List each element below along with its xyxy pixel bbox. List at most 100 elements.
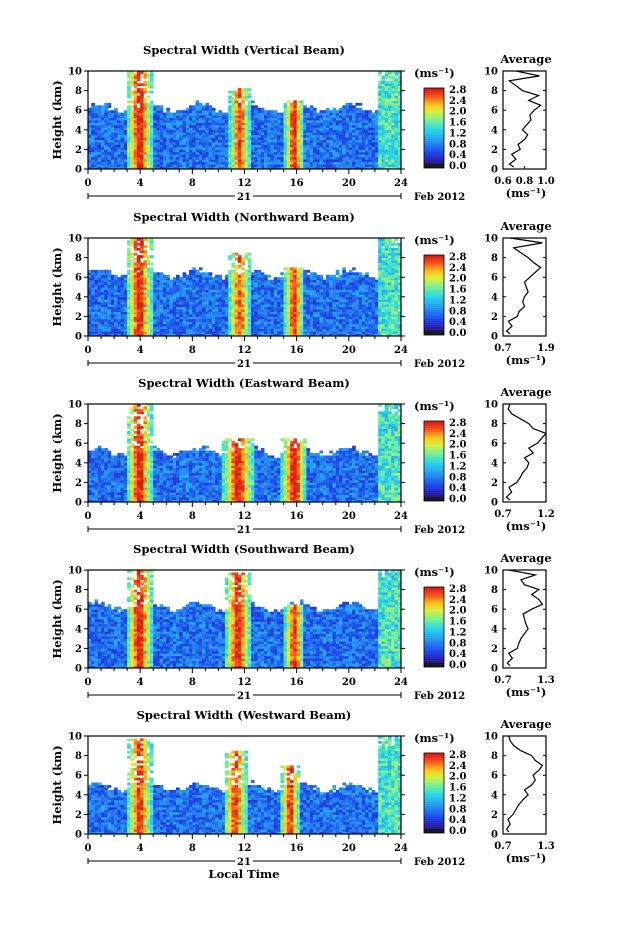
colorbar-tick-label: 2.4 [449, 429, 466, 440]
date-month-label: Feb 2012 [414, 691, 465, 702]
colorbar-tick-label: 0.0 [449, 328, 466, 339]
colorbar-tick-label: 1.6 [449, 617, 466, 628]
x-tick-label: 20 [342, 178, 356, 189]
y-tick-label: 10 [68, 67, 82, 78]
colorbar-tick-label: 0.4 [449, 815, 466, 826]
avg-x-tick-label: 1.9 [537, 343, 554, 354]
date-day-label: 21 [237, 525, 251, 536]
average-title: Average [499, 385, 551, 399]
panel-title: Spectral Width (Westward Beam) [137, 708, 352, 722]
y-tick-label: 4 [75, 292, 82, 303]
colorbar-unit: (ms⁻¹) [414, 731, 455, 745]
y-axis-label: Height (km) [50, 745, 64, 824]
panel-title: Spectral Width (Vertical Beam) [143, 43, 345, 57]
avg-x-tick-label: 0.8 [516, 176, 533, 187]
avg-y-tick-label: 4 [491, 125, 498, 136]
y-tick-label: 0 [75, 664, 82, 675]
y-tick-label: 0 [75, 830, 82, 841]
date-label-bg [235, 524, 253, 534]
y-tick-label: 8 [75, 86, 82, 97]
x-tick-label: 8 [189, 345, 196, 356]
avg-y-tick-label: 8 [491, 419, 498, 430]
bottom-xlabel: Local Time [209, 867, 280, 881]
avg-y-tick-label: 10 [484, 67, 498, 78]
colorbar-tick-label: 2.0 [449, 274, 466, 285]
colorbar-tick-label: 0.4 [449, 483, 466, 494]
avg-y-tick-label: 0 [491, 830, 498, 841]
y-axis-label: Height (km) [50, 80, 64, 159]
avg-y-tick-label: 10 [484, 566, 498, 577]
average-frame [502, 735, 547, 835]
x-tick-label: 0 [85, 677, 92, 688]
avg-y-tick-label: 2 [491, 145, 498, 156]
avg-x-tick-label: 0.7 [494, 509, 511, 520]
x-tick-label: 8 [189, 178, 196, 189]
average-profile-line [505, 403, 548, 501]
y-tick-label: 6 [75, 106, 82, 117]
panel-title: Spectral Width (Northward Beam) [133, 210, 355, 224]
colorbar-unit: (ms⁻¹) [414, 66, 455, 80]
y-tick-label: 4 [75, 790, 82, 801]
avg-y-tick-label: 0 [491, 165, 498, 176]
x-tick-label: 20 [342, 677, 356, 688]
average-profile-line [506, 569, 544, 667]
x-tick-label: 0 [85, 843, 92, 854]
average-title: Average [499, 219, 551, 233]
x-tick-label: 20 [342, 511, 356, 522]
x-tick-label: 24 [394, 178, 408, 189]
y-tick-label: 2 [75, 478, 82, 489]
avg-y-tick-label: 2 [491, 810, 498, 821]
y-tick-label: 10 [68, 732, 82, 743]
x-tick-label: 12 [238, 843, 252, 854]
date-month-label: Feb 2012 [414, 857, 465, 868]
date-day-label: 21 [237, 359, 251, 370]
avg-x-tick-label: 0.7 [494, 841, 511, 852]
y-tick-label: 0 [75, 332, 82, 343]
colorbar [423, 752, 445, 834]
y-tick-label: 2 [75, 145, 82, 156]
date-label-bg [235, 358, 253, 368]
x-tick-label: 12 [238, 677, 252, 688]
avg-x-tick-label: 1.2 [537, 509, 554, 520]
y-tick-label: 6 [75, 605, 82, 616]
avg-y-tick-label: 0 [491, 332, 498, 343]
avg-y-tick-label: 4 [491, 624, 498, 635]
x-tick-label: 16 [290, 178, 304, 189]
avg-y-tick-label: 10 [484, 234, 498, 245]
x-tick-label: 4 [137, 178, 144, 189]
colorbar-tick-label: 0.0 [449, 826, 466, 837]
y-axis-label: Height (km) [50, 247, 64, 326]
x-tick-label: 0 [85, 345, 92, 356]
heatmap-cells [88, 238, 402, 337]
colorbar-tick-label: 0.8 [449, 306, 466, 317]
avg-y-tick-label: 6 [491, 771, 498, 782]
colorbar-tick-label: 0.4 [449, 150, 466, 161]
x-tick-label: 12 [238, 345, 252, 356]
y-tick-label: 0 [75, 165, 82, 176]
colorbar-unit: (ms⁻¹) [414, 565, 455, 579]
avg-y-tick-label: 2 [491, 312, 498, 323]
colorbar-tick-label: 0.8 [449, 804, 466, 815]
colorbar [423, 254, 445, 336]
x-tick-label: 16 [290, 843, 304, 854]
date-label-bg [235, 191, 253, 201]
average-xlabel: (ms⁻¹) [506, 519, 547, 533]
y-axis-label: Height (km) [50, 413, 64, 492]
x-tick-label: 8 [189, 511, 196, 522]
y-tick-label: 8 [75, 253, 82, 264]
colorbar-tick-label: 2.8 [449, 85, 466, 96]
colorbar-tick-label: 1.2 [449, 461, 466, 472]
heatmap-cells [88, 736, 402, 835]
panel-title: Spectral Width (Southward Beam) [133, 542, 355, 556]
avg-x-tick-label: 0.7 [494, 343, 511, 354]
y-tick-label: 6 [75, 273, 82, 284]
colorbar-tick-label: 1.2 [449, 128, 466, 139]
panel-title: Spectral Width (Eastward Beam) [138, 376, 350, 390]
y-tick-label: 10 [68, 400, 82, 411]
colorbar-tick-label: 2.8 [449, 252, 466, 263]
x-tick-label: 16 [290, 511, 304, 522]
x-tick-label: 24 [394, 843, 408, 854]
